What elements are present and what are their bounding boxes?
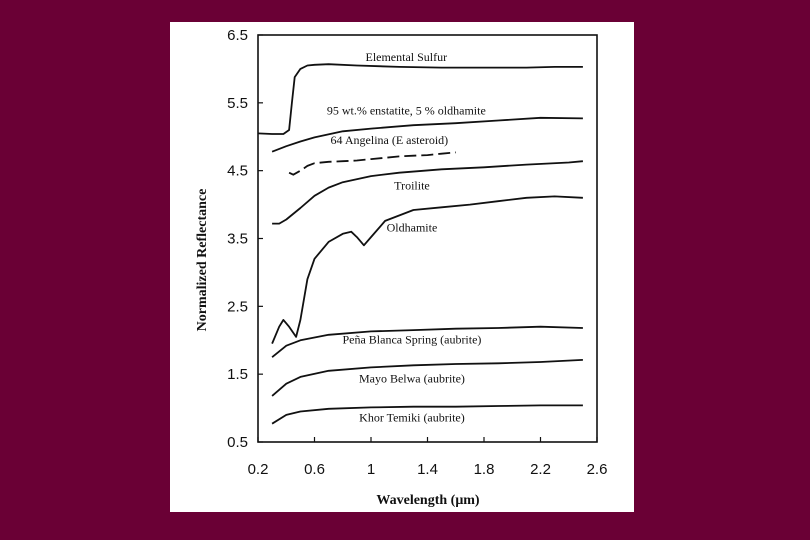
series-label: Peña Blanca Spring (aubrite) [342,333,481,347]
y-tick-label: 5.5 [227,95,248,112]
x-tick-label: 1 [367,461,375,478]
series-label: 95 wt.% enstatite, 5 % oldhamite [327,103,486,117]
spectrum-line [271,404,583,425]
series-label: Oldhamite [387,221,438,235]
x-tick-label: 0.6 [304,461,325,478]
series-label: Elemental Sulfur [365,50,447,64]
reflectance-chart: 0.2 0.6 1 1.4 1.8 2.2 2.6 0.5 1.5 2.5 3.5 4.5 5.5 6.5… [195,27,608,508]
x-tick-label: 0.2 [248,461,269,478]
series-label: Mayo Belwa (aubrite) [359,371,465,385]
y-tick-label: 2.5 [227,298,248,315]
series-label: Troilite [394,179,430,193]
spectrum-line [271,195,583,344]
y-tick-label: 6.5 [227,27,248,44]
x-tick-label: 2.2 [530,461,551,478]
figure-panel: 0.2 0.6 1 1.4 1.8 2.2 2.6 0.5 1.5 2.5 3.5 4.5 5.5 6.5… [170,22,634,512]
spectrum-line [257,63,583,135]
spectrum-line [271,325,583,358]
spectrum-line [288,151,456,176]
x-tick-label: 1.8 [474,461,495,478]
y-tick-label: 3.5 [227,231,248,248]
spectrum-line [272,160,583,225]
spectrum-line [271,116,583,153]
x-axis-title: Wavelength (μm) [376,493,480,508]
spectrum-line [271,359,583,397]
x-tick-label: 2.6 [587,461,608,478]
series-label: 64 Angelina (E asteroid) [331,133,449,147]
y-axis-title: Normalized Reflectance [195,189,210,332]
x-tick-label: 1.4 [417,461,438,478]
series-label: Khor Temiki (aubrite) [359,411,465,425]
y-tick-label: 1.5 [227,366,248,383]
y-tick-label: 4.5 [227,163,248,180]
y-tick-label: 0.5 [227,434,248,451]
